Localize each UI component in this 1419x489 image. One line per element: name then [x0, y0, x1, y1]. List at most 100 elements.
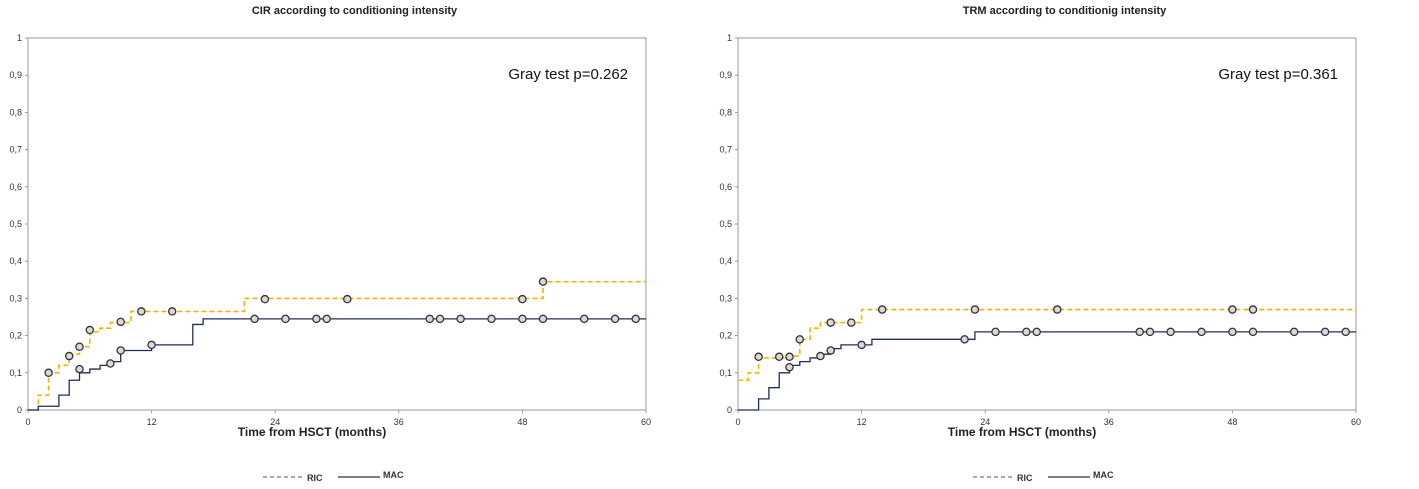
x-tick: 48 [517, 410, 527, 427]
censor-marker-ric [785, 352, 794, 362]
y-tick: 0,1 [9, 368, 28, 378]
censor-marker-mac [1022, 327, 1031, 337]
censor-marker-mac [147, 340, 156, 350]
x-tick: 24 [270, 410, 280, 427]
y-tick-label: 0,5 [9, 219, 22, 229]
censor-marker-ric [877, 305, 887, 314]
x-tick: 0 [25, 410, 31, 427]
x-tick-label: 24 [980, 417, 990, 427]
y-tick-label: 0,8 [719, 107, 732, 117]
y-tick-label: 0,2 [719, 331, 732, 341]
y-tick: 0,3 [719, 293, 738, 303]
censor-marker-ric [1248, 305, 1258, 314]
y-tick: 0,6 [719, 182, 738, 192]
censor-marker-mac [1135, 327, 1144, 337]
censor-marker-mac [610, 314, 620, 324]
series-line-ric [28, 280, 646, 411]
censor-marker-mac [1228, 327, 1237, 337]
y-tick-label: 0,4 [9, 256, 22, 266]
x-tick-label: 60 [641, 417, 651, 427]
legend-label-mac: MAC [383, 470, 404, 480]
y-tick: 0,8 [719, 107, 738, 117]
y-tick: 0,9 [9, 70, 28, 80]
y-tick: 0,4 [9, 256, 28, 266]
censor-marker-mac [1248, 327, 1258, 337]
censor-marker-mac [1320, 327, 1330, 337]
chart-title: TRM according to conditionig intensity [962, 5, 1167, 17]
censor-marker-ric [343, 294, 352, 304]
censor-marker-ric [1053, 305, 1062, 314]
y-tick-label: 0,9 [9, 70, 22, 80]
censor-marker-ric [795, 335, 805, 344]
y-tick: 0,5 [9, 219, 28, 229]
y-tick-label: 0,6 [719, 182, 732, 192]
y-tick-label: 0,5 [719, 219, 732, 229]
y-tick-label: 1 [727, 33, 732, 43]
y-tick-label: 0,2 [9, 331, 22, 341]
series-line-ric [738, 308, 1356, 382]
censor-marker-mac [75, 364, 84, 374]
series-line-mac [738, 331, 1356, 411]
y-tick: 0,5 [719, 219, 738, 229]
censor-marker-mac [1341, 327, 1350, 337]
y-tick-label: 1 [17, 33, 22, 43]
y-tick: 0,2 [719, 331, 738, 341]
x-tick: 36 [1104, 410, 1114, 427]
x-tick-label: 36 [1104, 417, 1114, 427]
censor-marker-mac [816, 351, 825, 361]
x-tick: 12 [147, 410, 157, 427]
cir-chart-panel: CIR according to conditioning intensity … [0, 0, 709, 489]
y-tick: 0,2 [9, 331, 28, 341]
y-tick-label: 0 [17, 405, 22, 415]
censor-marker-mac [991, 327, 1000, 337]
censor-marker-mac [106, 359, 115, 368]
cir-chart: 0 0,1 0,2 0,3 0,4 0,5 0,6 0,7 0,8 0,9 1 0 12 24 36 48 60… [9, 33, 651, 483]
y-tick: 0,4 [719, 256, 738, 266]
censor-marker-mac [312, 314, 321, 324]
censor-marker-mac [281, 314, 290, 324]
censor-marker-mac [826, 346, 835, 355]
censor-marker-mac [518, 314, 527, 324]
x-tick-label: 0 [25, 417, 30, 427]
legend-label-ric: RIC [1017, 473, 1033, 483]
censor-marker-ric [116, 317, 125, 327]
x-tick: 12 [857, 410, 867, 427]
y-tick-label: 0,4 [719, 256, 732, 266]
x-tick-label: 36 [394, 417, 404, 427]
y-tick-label: 0 [727, 405, 732, 415]
y-tick: 0,7 [9, 145, 28, 155]
y-tick-label: 0,7 [719, 145, 732, 155]
x-tick-label: 48 [1227, 417, 1237, 427]
trm-chart-panel: TRM according to conditionig intensity 0… [710, 0, 1419, 489]
gray-test-annotation: Gray test p=0.361 [1218, 66, 1338, 83]
y-tick-label: 0,6 [9, 182, 22, 192]
censor-marker-mac [1145, 327, 1155, 337]
y-tick-label: 0,1 [9, 368, 22, 378]
x-tick: 48 [1227, 410, 1237, 427]
x-tick-label: 12 [147, 417, 157, 427]
censor-marker-mac [116, 346, 125, 355]
censor-marker-ric [774, 352, 784, 362]
x-tick: 0 [735, 410, 741, 427]
y-tick: 0,9 [719, 70, 738, 80]
censor-marker-mac [456, 314, 465, 324]
x-tick: 60 [641, 410, 651, 427]
censor-marker-mac [435, 314, 445, 324]
censor-marker-mac [250, 314, 259, 324]
legend-label-ric: RIC [307, 473, 323, 483]
censor-marker-ric [970, 305, 980, 314]
x-axis-label: Time from HSCT (months) [948, 425, 1096, 439]
censor-marker-mac [425, 314, 434, 324]
x-tick-label: 48 [517, 417, 527, 427]
censor-marker-mac [785, 362, 794, 372]
chart-title: CIR according to conditioning intensity [251, 5, 458, 17]
x-tick-label: 0 [735, 417, 740, 427]
trm-chart: 0 0,1 0,2 0,3 0,4 0,5 0,6 0,7 0,8 0,9 1 0 12 24 36 48 60… [719, 33, 1361, 483]
censor-marker-ric [538, 277, 548, 286]
censor-marker-ric [518, 294, 527, 304]
legend-label-mac: MAC [1093, 470, 1114, 480]
legend: RIC MAC [263, 470, 404, 483]
censor-marker-mac [631, 314, 640, 324]
censor-marker-mac [1032, 327, 1041, 337]
y-tick-label: 0,8 [9, 107, 22, 117]
